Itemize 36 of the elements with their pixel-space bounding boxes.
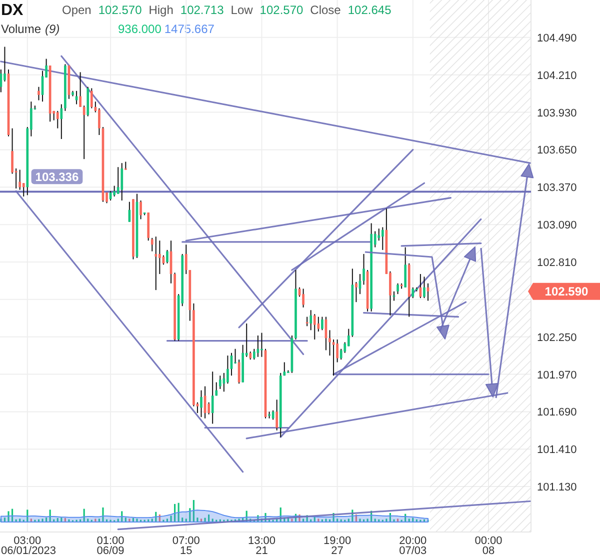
chart-title: DX xyxy=(1,2,24,19)
annotation: Close 102.645 xyxy=(310,3,392,17)
annotation: Open 102.570 xyxy=(62,3,142,17)
annotation: 936.000 xyxy=(118,22,162,36)
y-tick-label: 103.930 xyxy=(537,107,577,120)
text: 102.590 xyxy=(544,284,589,299)
x-tick-label: 00:00 xyxy=(474,535,502,547)
x-tick-label: 06/09 xyxy=(96,545,124,557)
y-tick-label: 101.970 xyxy=(537,369,577,382)
x-tick-label: 15 xyxy=(180,545,192,557)
x-tick-label: 20:00 xyxy=(399,535,427,547)
y-tick-label: 102.250 xyxy=(537,332,577,344)
x-tick-label: 21 xyxy=(256,545,268,557)
y-tick-label: 104.210 xyxy=(537,70,577,82)
y-tick-label: 103.650 xyxy=(537,144,577,157)
y-tick-label: 103.370 xyxy=(537,182,577,194)
chart-title: Volume (9) xyxy=(1,22,60,36)
annotation: 1475.667 xyxy=(164,22,215,36)
x-tick-label: 13:00 xyxy=(248,535,276,547)
annotation: High 102.713 xyxy=(148,3,224,17)
y-tick-label: 101.690 xyxy=(537,406,577,419)
x-tick-label: 03:00 xyxy=(14,535,42,547)
x-tick-label: 08 xyxy=(482,545,495,557)
annotation: Low 102.570 xyxy=(230,3,304,17)
ref-line-label: 103.336 xyxy=(35,170,79,184)
x-tick-label: 01:00 xyxy=(96,535,124,547)
x-tick-label: 19:00 xyxy=(324,535,352,547)
x-tick-label: 27 xyxy=(331,545,344,557)
y-tick-label: 101.130 xyxy=(537,482,577,494)
x-tick-label: 07/03 xyxy=(399,545,427,557)
y-tick-label: 102.810 xyxy=(537,256,577,269)
y-tick-label: 101.410 xyxy=(537,444,577,456)
y-tick-label: 104.490 xyxy=(537,32,577,44)
x-tick-label: 06/01/2023 xyxy=(0,545,56,557)
y-tick-label: 103.090 xyxy=(537,220,577,232)
x-tick-label: 07:00 xyxy=(172,535,200,547)
